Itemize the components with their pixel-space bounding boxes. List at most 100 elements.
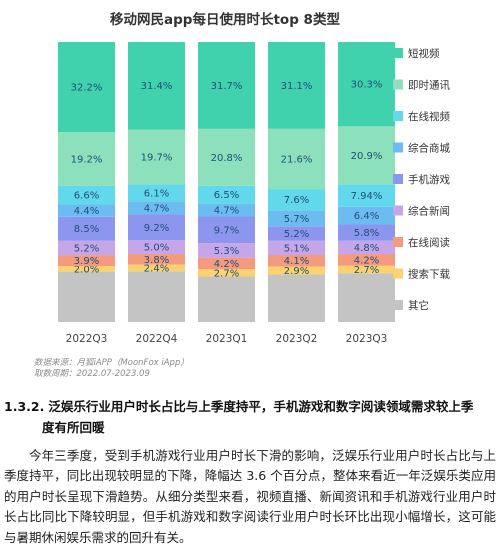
- data-label: 31.4%: [141, 81, 173, 92]
- legend-label: 其它: [408, 299, 429, 312]
- data-label: 5.1%: [284, 243, 309, 254]
- data-label: 2.9%: [284, 266, 309, 277]
- stacked-bar-chart: 移动网民app每日使用时长top 8类型 2.0%3.9% 5.2% 8.5% 4.4…: [58, 11, 450, 345]
- data-label: 31.7%: [211, 81, 243, 92]
- bar-segment-4-0: [338, 273, 395, 322]
- bar-segment-3-0: [268, 274, 325, 322]
- bar-segment-0-6: [58, 185, 115, 205]
- data-label: 2.4%: [144, 263, 169, 274]
- data-label: 21.6%: [281, 154, 313, 165]
- bar-segment-0-4: [58, 216, 115, 241]
- bar-segment-1-5: [128, 201, 185, 215]
- data-label: 20.9%: [351, 151, 383, 162]
- x-tick-label: 2023Q2: [276, 333, 318, 345]
- data-label: 3.9%: [74, 256, 99, 267]
- data-label: 6.1%: [144, 188, 169, 199]
- data-label: 20.8%: [211, 153, 243, 164]
- bar-segment-0-5: [58, 204, 115, 217]
- x-tick-label: 2022Q3: [66, 333, 108, 345]
- data-label: 31.1%: [281, 81, 313, 92]
- legend-swatch: [393, 111, 403, 121]
- bar-segment-2-0: [198, 276, 255, 322]
- bar-segment-3-8: [268, 42, 325, 129]
- bar-segment-4-8: [338, 42, 395, 127]
- legend-swatch: [393, 48, 403, 58]
- bar-segment-4-7: [338, 126, 395, 185]
- data-label: 9.2%: [144, 223, 169, 234]
- bar-segment-0-0: [58, 271, 115, 322]
- legend-swatch: [393, 79, 403, 90]
- data-label: 30.3%: [351, 80, 383, 91]
- data-label: 9.7%: [214, 225, 239, 236]
- data-label: 5.8%: [354, 228, 379, 239]
- bar-segment-1-8: [128, 42, 185, 130]
- legend-label: 在线阅读: [408, 236, 450, 249]
- data-label: 4.8%: [354, 243, 379, 254]
- bar-segment-4-1: [338, 265, 395, 274]
- bar-segment-3-2: [268, 255, 325, 267]
- legend-swatch: [393, 268, 403, 279]
- bar-segment-3-5: [268, 210, 325, 227]
- bars-group: 2.0%3.9% 5.2% 8.5% 4.4% 6.6% 19.2% 32.2% 2.4%3.…: [58, 42, 395, 322]
- bar-segment-2-1: [198, 269, 255, 277]
- legend-label: 综合新闻: [408, 205, 450, 218]
- data-label: 2.7%: [354, 265, 379, 276]
- bar-segment-2-8: [198, 42, 255, 129]
- data-label: 6.5%: [214, 190, 239, 201]
- section-paragraph: 今年三季度，受到手机游戏行业用户时长下滑的影响，泛娱乐行业用户时长占比与上季度持…: [4, 448, 496, 545]
- bar-segment-0-3: [58, 240, 115, 256]
- bar-segment-1-4: [128, 214, 185, 241]
- legend-swatch: [393, 205, 403, 216]
- legend-swatch: [393, 174, 403, 184]
- section-number: 1.3.2.: [4, 399, 45, 414]
- data-label: 5.3%: [214, 246, 239, 257]
- data-period-note: 取数周期：2022.07-2023.09: [34, 369, 150, 379]
- chart-area: 移动网民app每日使用时长top 8类型 2.0% 3.9% 5.2% 8.5% 4.4…: [58, 11, 450, 345]
- data-source-note: 数据来源：月狐iAPP（MoonFox iApp）: [34, 358, 189, 368]
- chart-title: 移动网民app每日使用时长top 8类型: [110, 11, 340, 28]
- data-label: 8.5%: [74, 224, 99, 235]
- bar-segment-2-5: [198, 203, 255, 217]
- bar-segment-3-6: [268, 189, 325, 211]
- data-label: 2.7%: [214, 268, 239, 279]
- bar-segment-4-6: [338, 184, 395, 207]
- bar-segment-1-0: [128, 271, 185, 322]
- data-label: 4.2%: [354, 255, 379, 266]
- data-label: 2.0%: [74, 264, 99, 275]
- bar-segment-0-2: [58, 255, 115, 266]
- bar-segment-1-1: [128, 264, 185, 272]
- bar-segment-1-2: [128, 254, 185, 265]
- bar-segment-1-6: [128, 184, 185, 202]
- legend-swatch: [393, 237, 403, 247]
- legend-swatch: [393, 142, 403, 153]
- bar-segment-4-2: [338, 254, 395, 266]
- bar-segment-2-4: [198, 216, 255, 244]
- data-label: 5.2%: [284, 229, 309, 240]
- bar-segment-0-8: [58, 42, 115, 133]
- data-label: 5.2%: [74, 243, 99, 254]
- bar-segment-3-7: [268, 128, 325, 190]
- data-label: 4.7%: [214, 206, 239, 217]
- legend-label: 搜索下载: [408, 268, 450, 281]
- legend-label: 手机游戏: [408, 173, 450, 186]
- data-label: 5.0%: [144, 243, 169, 254]
- x-axis-labels: 2022Q3 2022Q4 2023Q1 2023Q2 2023Q3: [66, 333, 388, 345]
- bar-segment-3-1: [268, 266, 325, 275]
- data-label: 19.7%: [141, 152, 173, 163]
- data-label: 4.2%: [214, 259, 239, 270]
- bar-segment-4-5: [338, 206, 395, 225]
- bar-segment-1-3: [128, 240, 185, 255]
- data-label: 6.4%: [354, 211, 379, 222]
- data-label: 4.1%: [284, 256, 309, 267]
- bar-segment-2-2: [198, 257, 255, 270]
- data-label: 19.2%: [71, 155, 103, 166]
- legend-label: 在线视频: [408, 110, 450, 123]
- legend-swatch: [393, 300, 403, 310]
- legend-label: 短视频: [408, 47, 440, 60]
- bar-segment-1-7: [128, 129, 185, 185]
- legend-label: 即时通讯: [408, 79, 450, 92]
- section-title-line1: 泛娱乐行业用户时长占比与上季度持平，手机游戏和数字阅读领域需求较上季: [48, 399, 474, 414]
- x-tick-label: 2023Q3: [346, 333, 388, 345]
- bar-segment-0-1: [58, 266, 115, 272]
